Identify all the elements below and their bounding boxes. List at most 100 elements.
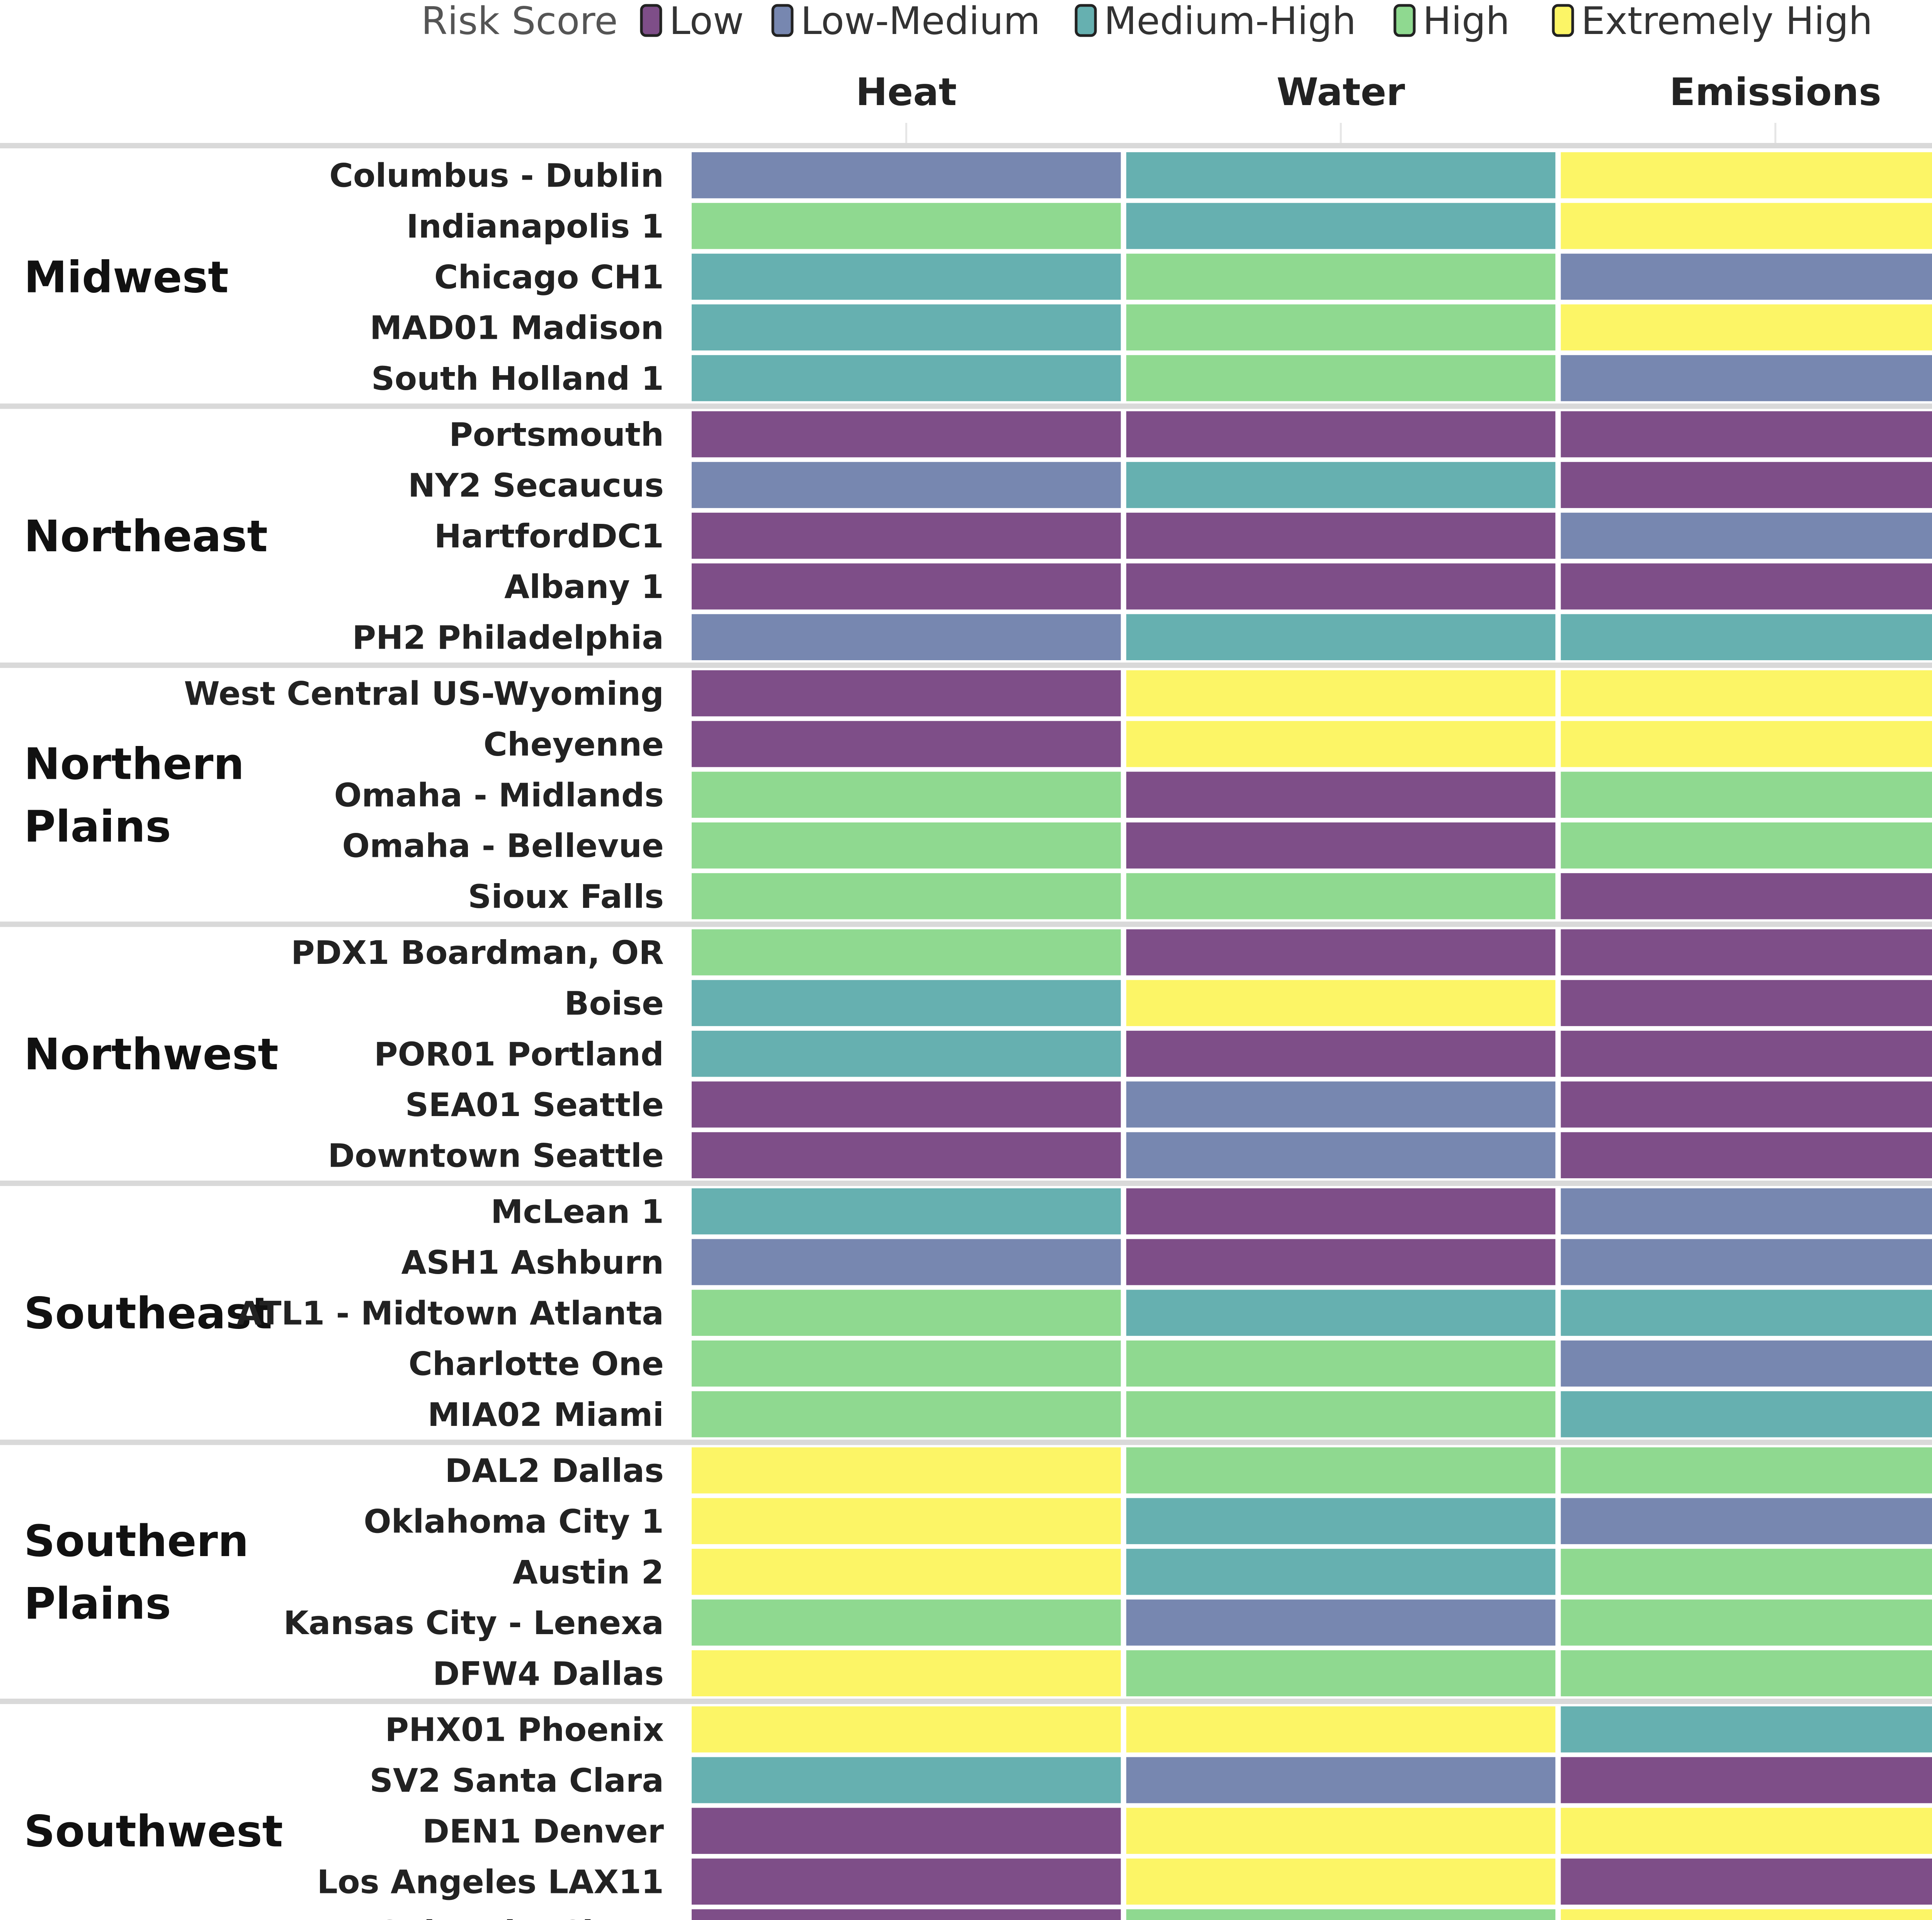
heatmap-cell-pdx1-boardman-or-heat (692, 929, 1121, 975)
heatmap-cell-austin-2-emissions (1561, 1549, 1932, 1595)
heatmap-cell-oklahoma-city-1-emissions (1561, 1498, 1932, 1544)
heatmap-cell-dal2-dallas-emissions (1561, 1447, 1932, 1494)
heatmap-cell-mia02-miami-heat (692, 1391, 1121, 1437)
heatmap-cell-cheyenne-heat (692, 721, 1121, 767)
region-separator (0, 663, 1932, 668)
heatmap-cell-dfw4-dallas-heat (692, 1650, 1121, 1696)
site-label-indianapolis-1: Indianapolis 1 (406, 207, 664, 245)
legend-swatch-medium-high (1075, 4, 1097, 37)
site-label-phx01-phoenix: PHX01 Phoenix (385, 1711, 664, 1749)
site-label-portsmouth: Portsmouth (449, 416, 664, 454)
heatmap-cell-hartforddc1-heat (692, 513, 1121, 559)
heatmap-cell-sioux-falls-heat (692, 873, 1121, 919)
legend-swatch-high (1393, 4, 1416, 37)
heatmap-cell-chicago-ch1-water (1126, 253, 1556, 300)
site-label-downtown-seattle: Downtown Seattle (328, 1137, 664, 1174)
heatmap-cell-omaha-bellevue-heat (692, 822, 1121, 869)
legend-label-extremely-high: Extremely High (1581, 0, 1872, 43)
region-label-northwest: Northwest (24, 1030, 279, 1080)
heatmap-cell-salt-lake-city-1-heat (692, 1909, 1121, 1920)
heatmap-cell-mclean-1-water (1126, 1188, 1556, 1235)
site-label-albany-1: Albany 1 (504, 568, 664, 606)
region-separator (0, 143, 1932, 148)
heatmap-cell-south-holland-1-heat (692, 355, 1121, 401)
heatmap-cell-boise-emissions (1561, 980, 1932, 1026)
heatmap-cell-charlotte-one-heat (692, 1340, 1121, 1387)
site-label-oklahoma-city-1: Oklahoma City 1 (364, 1502, 664, 1540)
heatmap-cell-albany-1-heat (692, 563, 1121, 610)
legend-swatch-low-medium (771, 4, 794, 37)
heatmap-cell-sioux-falls-emissions (1561, 873, 1932, 919)
site-label-south-holland-1: South Holland 1 (371, 360, 664, 398)
heatmap-cell-kansas-city-lenexa-heat (692, 1599, 1121, 1646)
site-label-austin-2: Austin 2 (513, 1553, 664, 1591)
site-label-sv2-santa-clara: SV2 Santa Clara (370, 1762, 664, 1799)
heatmap-cell-por01-portland-emissions (1561, 1031, 1932, 1077)
legend-label-high: High (1423, 0, 1510, 43)
heatmap-cell-sioux-falls-water (1126, 873, 1556, 919)
heatmap-cell-boise-heat (692, 980, 1121, 1026)
heatmap-cell-ash1-ashburn-water (1126, 1239, 1556, 1285)
heatmap-cell-dfw4-dallas-water (1126, 1650, 1556, 1696)
legend-label-low: Low (669, 0, 744, 43)
region-label-southwest: Southwest (24, 1806, 283, 1857)
heatmap-cell-mclean-1-heat (692, 1188, 1121, 1235)
heatmap-cell-west-central-us-wyoming-water (1126, 670, 1556, 717)
heatmap-cell-omaha-bellevue-water (1126, 822, 1556, 869)
heatmap-cell-pdx1-boardman-or-water (1126, 929, 1556, 975)
heatmap-cell-por01-portland-water (1126, 1031, 1556, 1077)
heatmap-cell-west-central-us-wyoming-emissions (1561, 670, 1932, 717)
heatmap-cell-phx01-phoenix-emissions (1561, 1706, 1932, 1753)
legend-label-medium-high: Medium-High (1104, 0, 1356, 43)
heatmap-cell-kansas-city-lenexa-water (1126, 1599, 1556, 1646)
heatmap-cell-portsmouth-water (1126, 411, 1556, 457)
heatmap-cell-south-holland-1-water (1126, 355, 1556, 401)
heatmap-cell-omaha-midlands-heat (692, 771, 1121, 818)
site-label-pdx1-boardman-or: PDX1 Boardman, OR (291, 934, 664, 972)
region-label-northeast: Northeast (24, 511, 268, 562)
heatmap-cell-den1-denver-emissions (1561, 1808, 1932, 1854)
heatmap-cell-sea01-seattle-emissions (1561, 1081, 1932, 1128)
heatmap-cell-oklahoma-city-1-heat (692, 1498, 1121, 1544)
heatmap-cell-sv2-santa-clara-water (1126, 1757, 1556, 1803)
site-labels: Columbus - Dublin Indianapolis 1 Chicago C… (184, 157, 664, 1920)
heatmap-cell-por01-portland-heat (692, 1031, 1121, 1077)
heatmap-cell-ash1-ashburn-heat (692, 1239, 1121, 1285)
heatmap-cell-downtown-seattle-heat (692, 1132, 1121, 1178)
heatmap-cell-dal2-dallas-heat (692, 1447, 1121, 1494)
heatmap-cell-chicago-ch1-heat (692, 253, 1121, 300)
region-label-midwest: Midwest (24, 252, 229, 302)
site-label-west-central-us-wyoming: West Central US-Wyoming (184, 675, 664, 713)
heatmap-cell-los-angeles-lax11-water (1126, 1858, 1556, 1905)
heatmap-cell-austin-2-water (1126, 1549, 1556, 1595)
region-separator (0, 921, 1932, 927)
legend: Risk Score Low Low-Medium Medium-High High E… (421, 0, 1872, 43)
region-separator (0, 1439, 1932, 1445)
heatmap-cell-albany-1-emissions (1561, 563, 1932, 610)
region-label-southeast: Southeast (24, 1288, 272, 1339)
heatmap-cell-den1-denver-water (1126, 1808, 1556, 1854)
site-label-ash1-ashburn: ASH1 Ashburn (401, 1244, 664, 1281)
heatmap-cell-ny2-secaucus-heat (692, 462, 1121, 508)
heatmap-cell-los-angeles-lax11-emissions (1561, 1858, 1932, 1905)
heatmap-cell-los-angeles-lax11-heat (692, 1858, 1121, 1905)
site-label-ph2-philadelphia: PH2 Philadelphia (352, 618, 664, 656)
site-label-salt-lake-city-1: Salt Lake City 1 (379, 1914, 664, 1920)
heatmap-cell-downtown-seattle-water (1126, 1132, 1556, 1178)
site-label-kansas-city-lenexa: Kansas City - Lenexa (284, 1604, 664, 1642)
site-label-dfw4-dallas: DFW4 Dallas (433, 1655, 664, 1692)
heatmap-cell-sea01-seattle-water (1126, 1081, 1556, 1128)
column-header-water: Water (1277, 70, 1405, 114)
site-label-dal2-dallas: DAL2 Dallas (445, 1452, 664, 1490)
heatmap-cell-dal2-dallas-water (1126, 1447, 1556, 1494)
heatmap-cell-salt-lake-city-1-emissions (1561, 1909, 1932, 1920)
site-label-boise: Boise (565, 984, 664, 1022)
heatmap-cell-kansas-city-lenexa-emissions (1561, 1599, 1932, 1646)
heatmap-cell-mad01-madison-emissions (1561, 304, 1932, 351)
heatmap-cell-pdx1-boardman-or-emissions (1561, 929, 1932, 975)
site-label-sioux-falls: Sioux Falls (468, 878, 664, 916)
heatmap-grid (692, 152, 1932, 1920)
region-separator (0, 403, 1932, 409)
heatmap-cell-portsmouth-heat (692, 411, 1121, 457)
heatmap-cell-downtown-seattle-emissions (1561, 1132, 1932, 1178)
